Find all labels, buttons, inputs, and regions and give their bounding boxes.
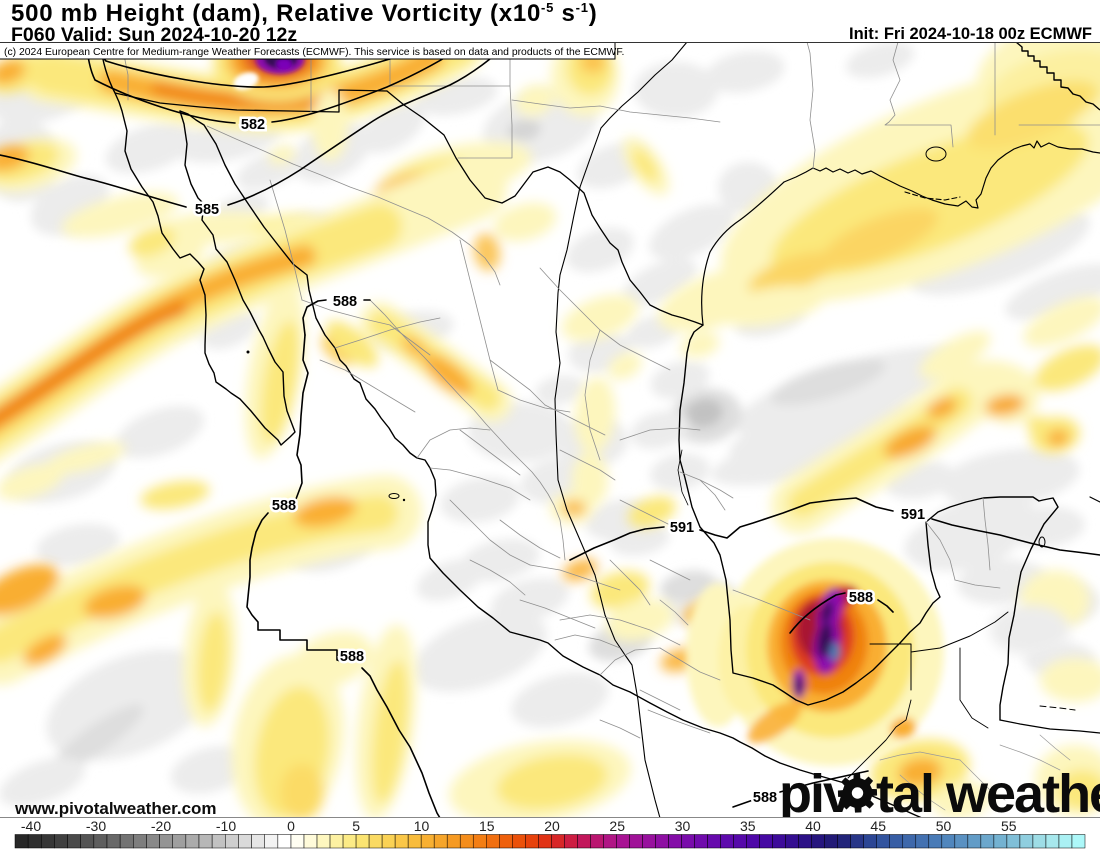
svg-text:55: 55 <box>1001 818 1017 834</box>
svg-text:45: 45 <box>870 818 886 834</box>
svg-text:50: 50 <box>936 818 952 834</box>
svg-text:0: 0 <box>287 818 295 834</box>
svg-text:582: 582 <box>241 117 265 133</box>
svg-text:35: 35 <box>740 818 756 834</box>
svg-text:588: 588 <box>272 498 296 514</box>
svg-text:(c) 2024 European Centre for M: (c) 2024 European Centre for Medium-rang… <box>4 47 624 58</box>
svg-text:591: 591 <box>670 520 694 536</box>
svg-text:20: 20 <box>544 818 560 834</box>
svg-text:-30: -30 <box>86 818 106 834</box>
svg-text:-20: -20 <box>151 818 171 834</box>
svg-text:40: 40 <box>805 818 821 834</box>
svg-text:588: 588 <box>753 790 777 806</box>
svg-text:588: 588 <box>340 649 364 665</box>
svg-text:25: 25 <box>609 818 625 834</box>
svg-text:www.pivotalweather.com: www.pivotalweather.com <box>14 799 217 818</box>
svg-text:10: 10 <box>414 818 430 834</box>
svg-text:5: 5 <box>352 818 360 834</box>
svg-text:-10: -10 <box>216 818 236 834</box>
svg-text:30: 30 <box>675 818 691 834</box>
svg-text:15: 15 <box>479 818 495 834</box>
svg-text:591: 591 <box>901 507 925 523</box>
svg-text:-40: -40 <box>21 818 41 834</box>
svg-text:588: 588 <box>333 294 357 310</box>
svg-text:588: 588 <box>849 590 873 606</box>
svg-text:585: 585 <box>195 202 219 218</box>
svg-text:tal weather: tal weather <box>876 764 1100 824</box>
